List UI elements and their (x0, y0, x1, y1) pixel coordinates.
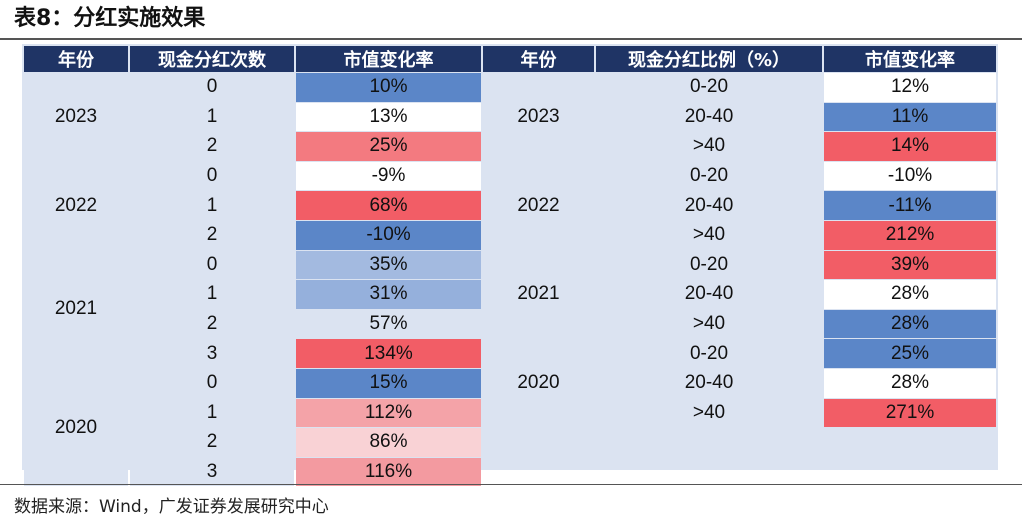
right-ratio-cell: >40 (596, 398, 822, 428)
left-rate-cell: 31% (296, 280, 481, 309)
right-header-cell: 市值变化率 (824, 46, 996, 72)
right-ratio-cell: >40 (596, 309, 822, 339)
left-count-cell: 2 (130, 132, 294, 161)
right-header-cell: 年份 (483, 46, 594, 72)
right-year-cell: 2023 (483, 73, 594, 161)
left-rate-cell: 13% (296, 102, 481, 132)
right-ratio-cell: 20-40 (596, 102, 822, 132)
left-year-cell: 2023 (24, 73, 128, 161)
left-year-cell: 2020 (24, 369, 128, 487)
dividend-effect-table: 年份 现金分红次数 市值变化率 2023 0 10% 1 13% 2 25% 2022 0 -9% 1 68… (22, 44, 998, 487)
left-rate-cell: 116% (296, 457, 481, 487)
left-header-cell: 年份 (24, 46, 128, 72)
right-year-cell: 2022 (483, 161, 594, 250)
left-rate-cell: 112% (296, 398, 481, 428)
left-year-cell: 2022 (24, 161, 128, 250)
right-rate-cell: 28% (824, 369, 996, 398)
right-ratio-cell: >40 (596, 221, 822, 250)
right-rate-cell: 28% (824, 280, 996, 309)
left-rate-cell: 10% (296, 73, 481, 102)
right-rate-cell: -10% (824, 161, 996, 191)
right-rate-cell: 12% (824, 73, 996, 102)
right-rate-cell: 14% (824, 132, 996, 161)
left-header-cell: 现金分红次数 (130, 46, 294, 72)
table-title: 表8：分红实施效果 (14, 6, 206, 31)
right-year-cell: 2020 (483, 339, 594, 428)
left-rate-cell: 68% (296, 191, 481, 220)
right-ratio-cell: >40 (596, 132, 822, 161)
right-year-cell: 2021 (483, 250, 594, 339)
left-header-cell: 市值变化率 (296, 46, 481, 72)
right-ratio-cell: 0-20 (596, 161, 822, 191)
right-rate-cell: 11% (824, 102, 996, 132)
right-rate-cell: -11% (824, 191, 996, 220)
left-rate-cell: 86% (296, 428, 481, 457)
right-ratio-cell: 0-20 (596, 73, 822, 102)
right-ratio-cell: 20-40 (596, 369, 822, 398)
right-ratio-cell: 20-40 (596, 280, 822, 309)
left-count-cell: 1 (130, 191, 294, 220)
bottom-rule (0, 484, 1022, 485)
left-year-cell: 2021 (24, 250, 128, 368)
right-rate-cell: 271% (824, 398, 996, 428)
source-note: 数据来源：Wind，广发证券发展研究中心 (14, 497, 329, 517)
right-rate-cell: 25% (824, 339, 996, 368)
right-ratio-cell: 0-20 (596, 250, 822, 280)
left-count-cell: 0 (130, 161, 294, 191)
left-count-cell: 3 (130, 457, 294, 487)
left-rate-cell: -9% (296, 161, 481, 191)
left-rate-cell: 134% (296, 339, 481, 368)
left-count-cell: 2 (130, 221, 294, 250)
right-ratio-cell: 0-20 (596, 339, 822, 368)
left-count-cell: 0 (130, 73, 294, 102)
left-count-cell: 1 (130, 280, 294, 309)
left-count-cell: 2 (130, 428, 294, 457)
left-rate-cell: 15% (296, 369, 481, 398)
left-rate-cell: -10% (296, 221, 481, 250)
right-rate-cell: 212% (824, 221, 996, 250)
left-count-cell: 3 (130, 339, 294, 368)
left-count-cell: 1 (130, 398, 294, 428)
right-rate-cell: 28% (824, 309, 996, 339)
left-count-cell: 2 (130, 309, 294, 339)
left-rate-cell: 57% (296, 309, 481, 339)
left-rate-cell: 35% (296, 250, 481, 280)
right-ratio-cell: 20-40 (596, 191, 822, 220)
left-count-cell: 0 (130, 250, 294, 280)
right-header-cell: 现金分红比例（%） (596, 46, 822, 72)
right-rate-cell: 39% (824, 250, 996, 280)
left-count-cell: 0 (130, 369, 294, 398)
left-count-cell: 1 (130, 102, 294, 132)
left-rate-cell: 25% (296, 132, 481, 161)
top-rule (0, 38, 1022, 40)
